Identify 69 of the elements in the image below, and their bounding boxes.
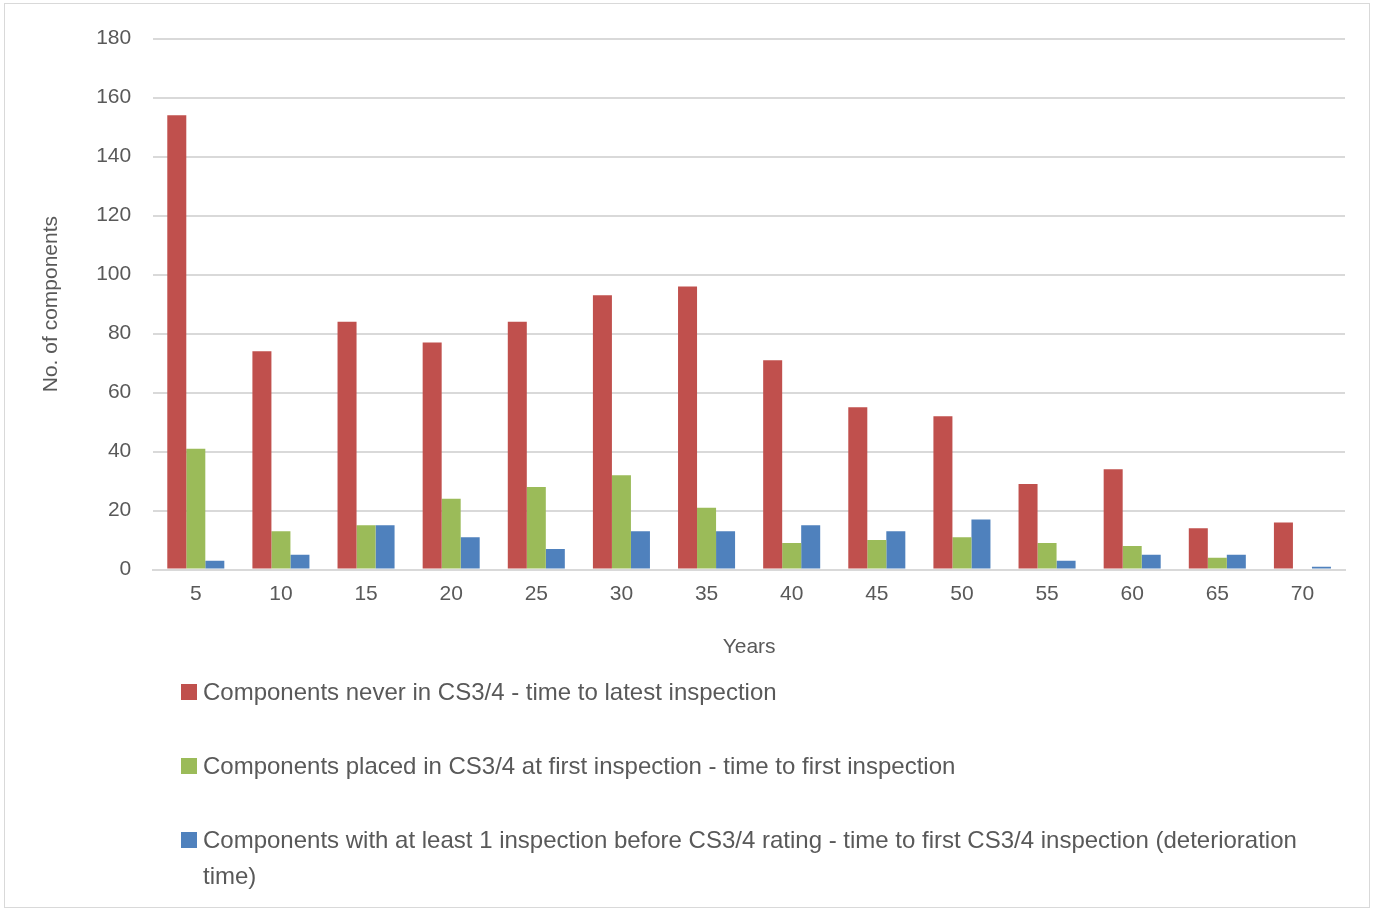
bar bbox=[716, 531, 736, 569]
x-tick-label: 10 bbox=[269, 581, 293, 604]
bar bbox=[801, 525, 821, 569]
bar bbox=[630, 531, 650, 569]
bar bbox=[271, 531, 291, 569]
bar bbox=[933, 416, 953, 569]
bar bbox=[971, 519, 991, 569]
bar bbox=[1018, 484, 1038, 569]
x-tick-label: 60 bbox=[1120, 581, 1144, 604]
bar bbox=[1188, 528, 1208, 569]
x-tick-label: 35 bbox=[694, 581, 719, 604]
legend-label: Components with at least 1 inspection before CS3/4 rating - time to first CS3/4 inspection (deterioration time) bbox=[203, 825, 1298, 891]
bar bbox=[1226, 554, 1246, 569]
x-tick-label: 55 bbox=[1035, 581, 1059, 604]
bar bbox=[167, 115, 187, 569]
x-tick-label: 45 bbox=[865, 581, 889, 604]
bar bbox=[867, 540, 887, 569]
bar bbox=[545, 548, 565, 569]
bar bbox=[441, 498, 461, 569]
bar bbox=[526, 487, 546, 569]
x-tick-label: 65 bbox=[1205, 581, 1229, 604]
y-tick-label: 120 bbox=[96, 202, 132, 226]
bar bbox=[337, 321, 357, 569]
bar bbox=[252, 351, 272, 569]
bar bbox=[952, 537, 972, 569]
bar bbox=[356, 525, 376, 569]
bar bbox=[886, 531, 906, 569]
bar bbox=[678, 286, 698, 569]
bar bbox=[422, 342, 442, 569]
bar bbox=[186, 448, 206, 569]
x-tick-label: 25 bbox=[524, 581, 548, 604]
bar bbox=[1141, 554, 1161, 569]
legend-label: Components never in CS3/4 - time to latest inspection bbox=[203, 677, 777, 707]
bar bbox=[290, 554, 310, 569]
bar bbox=[205, 560, 225, 569]
x-tick-label: 50 bbox=[950, 581, 974, 604]
x-tick-label: 70 bbox=[1290, 581, 1315, 604]
y-tick-label: 0 bbox=[119, 556, 132, 580]
x-tick-label: 5 bbox=[189, 581, 202, 604]
y-tick-label: 160 bbox=[96, 84, 132, 108]
bar bbox=[460, 537, 480, 569]
bar bbox=[763, 360, 783, 569]
x-tick-label: 30 bbox=[609, 581, 634, 604]
legend-label: Components placed in CS3/4 at first inspection - time to first inspection bbox=[203, 751, 956, 781]
x-tick-label: 20 bbox=[439, 581, 463, 604]
y-tick-label: 80 bbox=[107, 320, 132, 344]
y-axis-title: No. of components bbox=[38, 215, 62, 393]
x-tick-label: 15 bbox=[354, 581, 378, 604]
bar bbox=[697, 507, 717, 569]
y-tick-label: 60 bbox=[107, 379, 132, 403]
y-tick-label: 40 bbox=[107, 438, 132, 462]
bar bbox=[592, 295, 612, 569]
y-tick-label: 140 bbox=[96, 143, 132, 167]
bar bbox=[848, 407, 868, 569]
bar bbox=[611, 475, 631, 569]
y-tick-label: 180 bbox=[96, 25, 132, 49]
bar bbox=[507, 321, 527, 569]
bar bbox=[1122, 546, 1142, 569]
bar bbox=[1037, 543, 1057, 569]
y-tick-label: 100 bbox=[96, 261, 132, 285]
bar bbox=[1207, 557, 1227, 569]
bar bbox=[1103, 469, 1123, 569]
y-tick-label: 20 bbox=[107, 497, 132, 521]
x-axis-title: Years bbox=[722, 634, 776, 658]
bar bbox=[1273, 522, 1293, 569]
x-tick-label: 40 bbox=[780, 581, 804, 604]
bar bbox=[1056, 560, 1076, 569]
bar bbox=[782, 543, 802, 569]
bar bbox=[375, 525, 395, 569]
